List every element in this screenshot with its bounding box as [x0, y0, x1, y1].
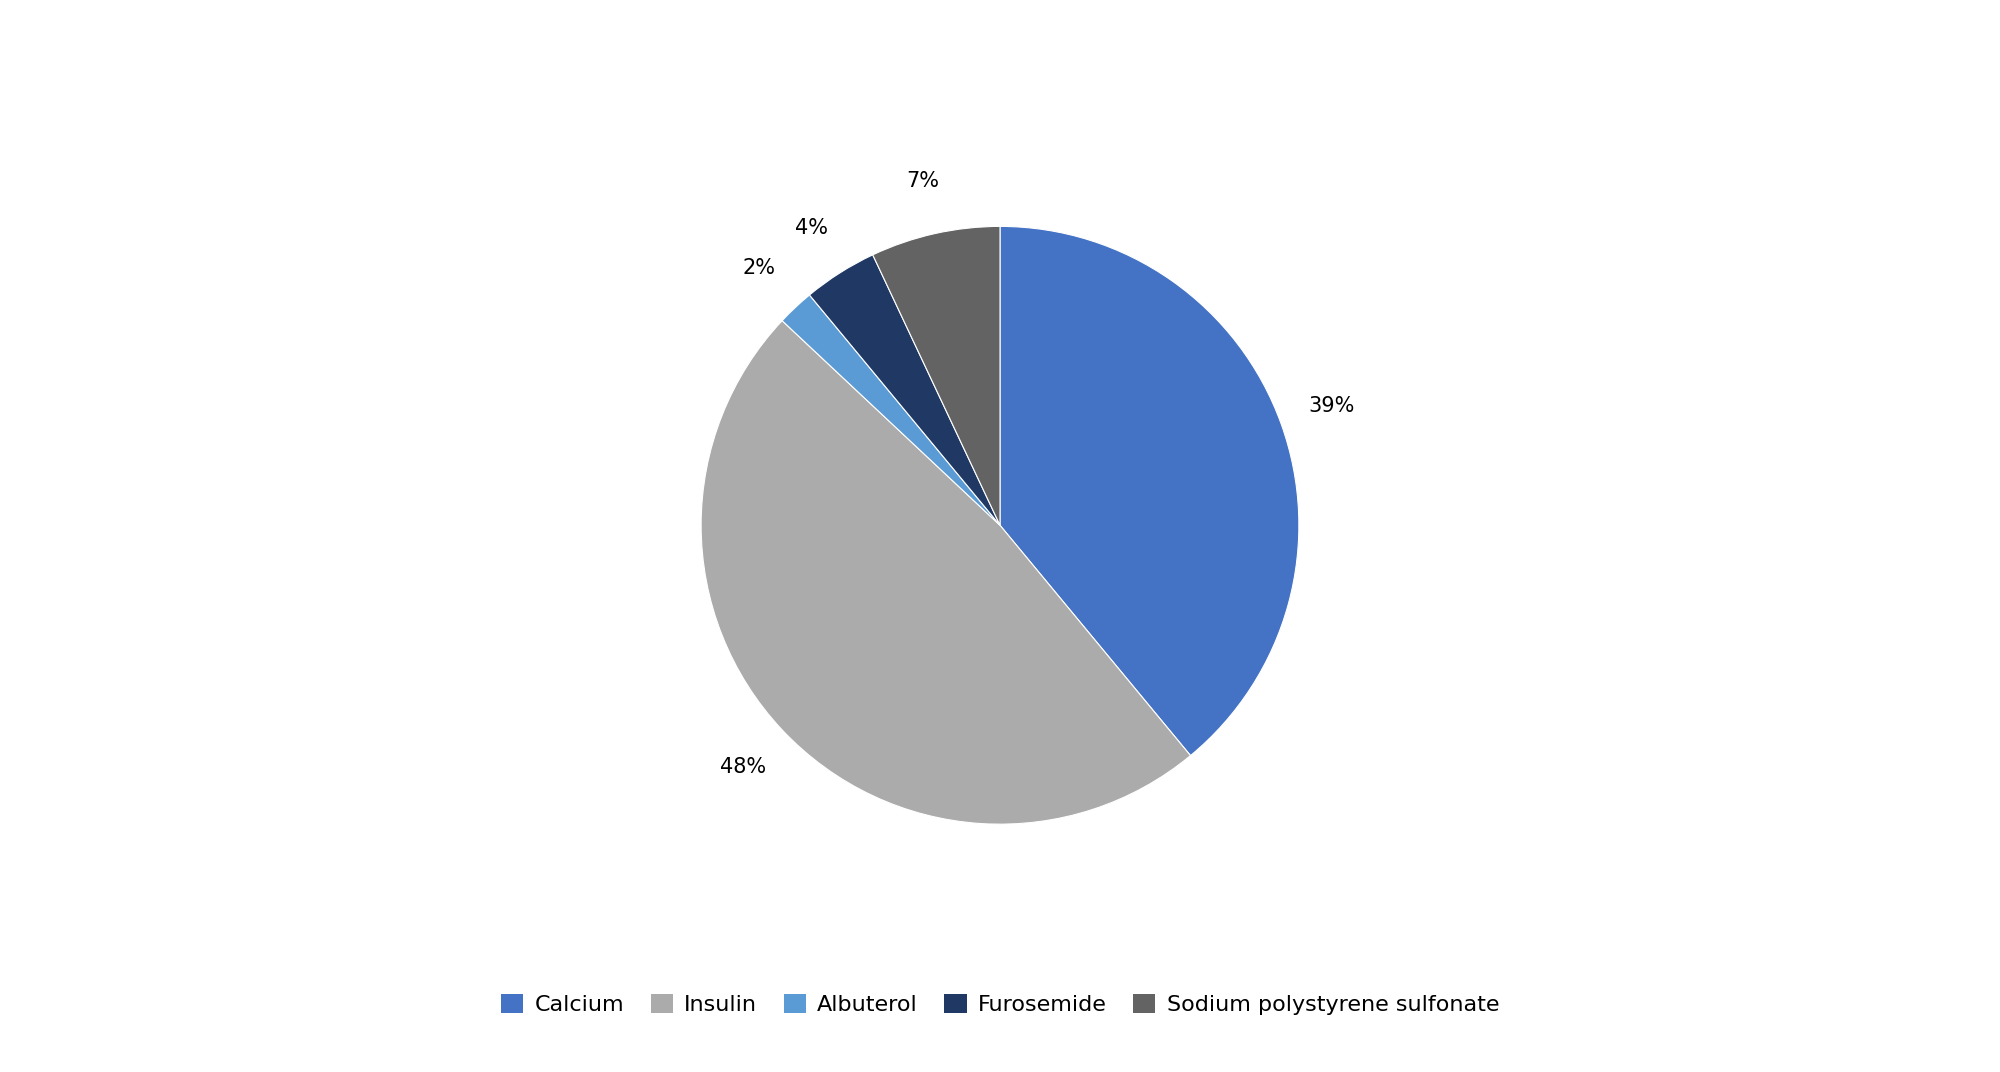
Text: 2%: 2%: [742, 258, 776, 279]
Text: 48%: 48%: [720, 757, 766, 777]
Wedge shape: [782, 295, 1000, 525]
Text: 4%: 4%: [794, 218, 828, 238]
Wedge shape: [1000, 226, 1298, 756]
Wedge shape: [702, 321, 1190, 824]
Text: 39%: 39%: [1308, 396, 1356, 416]
Text: 7%: 7%: [906, 172, 940, 191]
Wedge shape: [810, 255, 1000, 525]
Wedge shape: [872, 226, 1000, 525]
Legend: Calcium, Insulin, Albuterol, Furosemide, Sodium polystyrene sulfonate: Calcium, Insulin, Albuterol, Furosemide,…: [492, 985, 1508, 1024]
